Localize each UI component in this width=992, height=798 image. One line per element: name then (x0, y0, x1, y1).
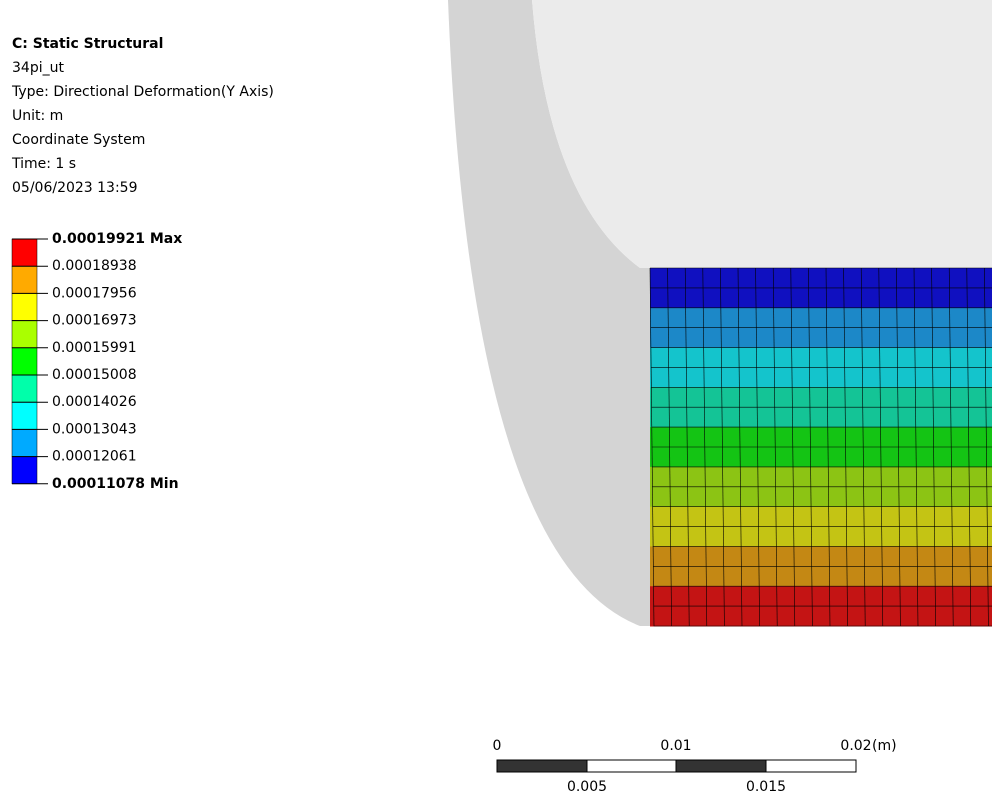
legend-swatch (12, 402, 37, 429)
legend-label: 0.00014026 (52, 394, 137, 410)
legend-swatch (12, 457, 37, 484)
viewport: C: Static Structural 34pi_ut Type: Direct… (0, 0, 992, 798)
scale-label: 0.015 (746, 779, 786, 795)
header-line: Coordinate System (12, 132, 145, 148)
scale-segment (766, 760, 856, 772)
scale-segment (497, 760, 587, 772)
scale-label: 0 (493, 738, 502, 754)
legend-label: 0.00016973 (52, 313, 137, 329)
legend-swatch (12, 375, 37, 402)
legend-label: 0.00017956 (52, 285, 137, 301)
header-line: Time: 1 s (11, 156, 76, 172)
header-line: Unit: m (12, 108, 63, 124)
header-line: 05/06/2023 13:59 (12, 180, 138, 196)
legend: 0.00019921 Max 0.00018938 0.00017956 0.0001… (12, 231, 182, 492)
legend-label: 0.00015991 (52, 340, 137, 356)
scale-segment (676, 760, 766, 772)
legend-label: 0.00015008 (52, 367, 137, 383)
legend-label: 0.00011078 Min (52, 476, 179, 492)
scale-label: 0.005 (567, 779, 607, 795)
header-line: 34pi_ut (12, 60, 64, 76)
legend-swatch (12, 321, 37, 348)
legend-swatch (12, 239, 37, 266)
legend-swatch (12, 429, 37, 456)
legend-swatch (12, 293, 37, 320)
legend-label: 0.00019921 Max (52, 231, 182, 247)
header: C: Static Structural 34pi_ut Type: Direct… (11, 36, 274, 196)
title: C: Static Structural (12, 36, 163, 52)
scale-unit: (m) (872, 738, 897, 754)
scale-label: 0.02 (840, 738, 871, 754)
model-top (532, 0, 992, 268)
legend-label: 0.00012061 (52, 449, 137, 465)
legend-swatch (12, 348, 37, 375)
scale-segment (587, 760, 676, 772)
header-line: Type: Directional Deformation(Y Axis) (11, 84, 274, 100)
legend-label: 0.00018938 (52, 258, 137, 274)
legend-label: 0.00013043 (52, 421, 137, 437)
scale-label: 0.01 (660, 738, 691, 754)
result-mesh (650, 268, 992, 627)
scale-bar: 0 0.01 0.02 (m) 0.005 0.015 (493, 738, 897, 795)
legend-swatch (12, 266, 37, 293)
